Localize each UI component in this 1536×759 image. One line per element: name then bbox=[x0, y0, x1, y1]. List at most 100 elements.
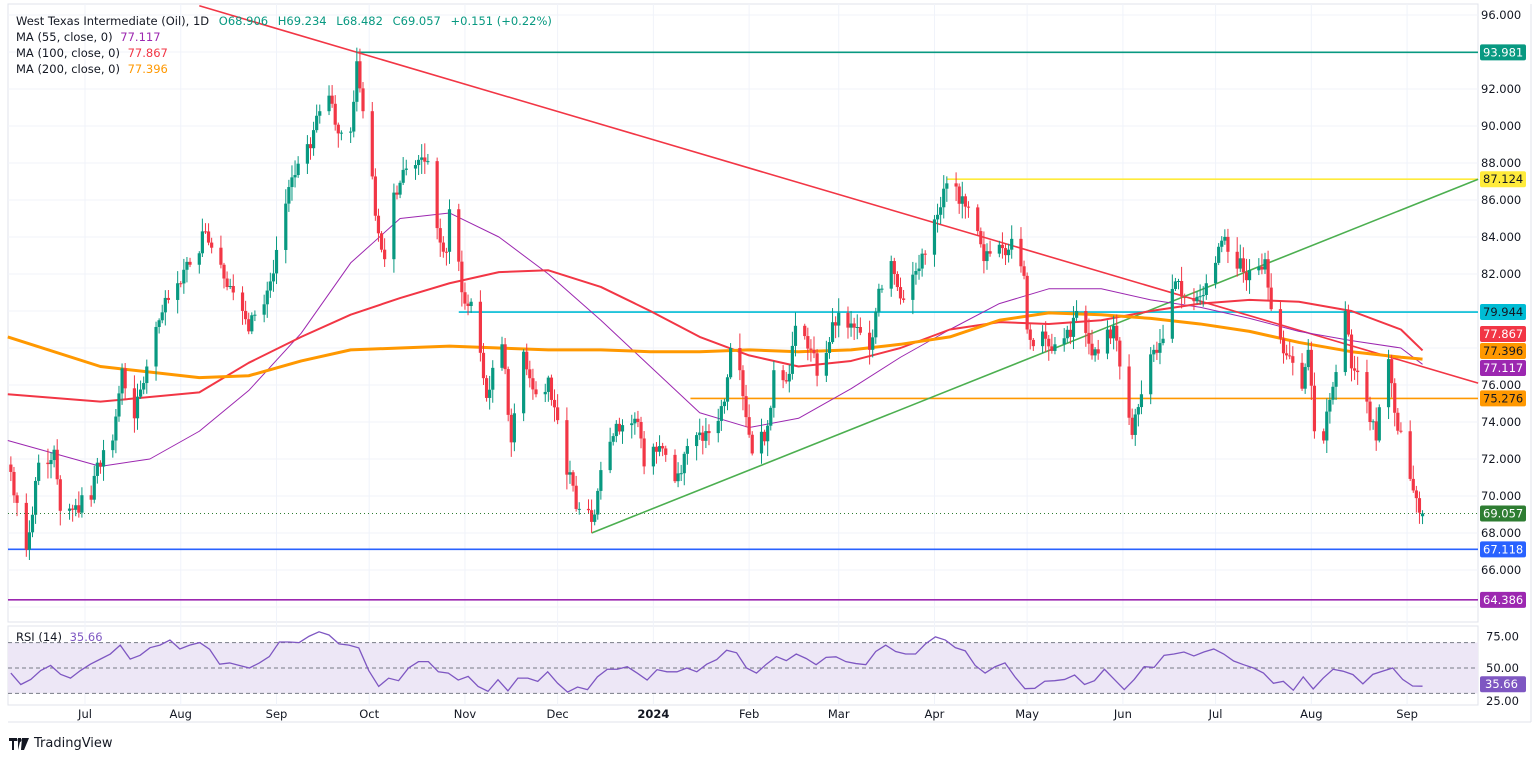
candle bbox=[395, 185, 399, 200]
candle bbox=[435, 157, 439, 240]
candle bbox=[420, 144, 424, 174]
x-tick-label: Aug bbox=[170, 707, 192, 721]
candle bbox=[679, 464, 683, 482]
candle bbox=[639, 416, 643, 449]
ma55-legend[interactable]: MA (55, close, 0) 77.117 bbox=[16, 29, 552, 45]
candle-body bbox=[614, 423, 618, 437]
candle bbox=[834, 316, 838, 339]
y-tick-label: 82.000 bbox=[1481, 267, 1521, 281]
candle bbox=[549, 374, 554, 406]
x-tick-label: Jul bbox=[1208, 707, 1223, 721]
candle-body bbox=[1195, 296, 1199, 302]
candle-body bbox=[481, 352, 486, 379]
candle bbox=[1031, 338, 1035, 351]
candle-body bbox=[1201, 295, 1205, 297]
candle-body bbox=[1408, 431, 1412, 479]
candle bbox=[1071, 306, 1076, 350]
candle bbox=[370, 101, 374, 180]
candle bbox=[790, 331, 794, 380]
candle bbox=[463, 282, 467, 310]
candle-body bbox=[636, 418, 640, 422]
candle-body bbox=[512, 413, 516, 443]
candle-body bbox=[698, 432, 702, 436]
ma100-label: MA (100, close, 0) bbox=[16, 46, 120, 60]
candle-body bbox=[160, 312, 164, 321]
candle-body bbox=[491, 367, 495, 390]
candle-body bbox=[695, 435, 699, 447]
level-label-93.981: 93.981 bbox=[1483, 45, 1523, 59]
ohlc-close: C69.057 bbox=[392, 14, 441, 28]
candle-body bbox=[1108, 329, 1113, 339]
candle bbox=[1420, 510, 1425, 525]
level-label-93.981-bg bbox=[1480, 44, 1526, 61]
candle bbox=[284, 189, 288, 264]
x-tick-label: May bbox=[1015, 707, 1039, 721]
candle bbox=[426, 153, 430, 165]
y-tick-label: 88.000 bbox=[1481, 156, 1521, 170]
candle bbox=[37, 454, 41, 486]
candle bbox=[1217, 243, 1221, 266]
candle bbox=[101, 439, 106, 481]
candle-body bbox=[1130, 417, 1134, 435]
candle bbox=[793, 312, 798, 357]
candle-body bbox=[240, 292, 245, 311]
tradingview-logo[interactable]: TradingView bbox=[9, 736, 113, 751]
ma100-legend[interactable]: MA (100, close, 0) 77.867 bbox=[16, 45, 552, 61]
candle bbox=[901, 289, 906, 303]
candle-body bbox=[37, 462, 41, 481]
candle bbox=[1087, 318, 1091, 355]
candle-body bbox=[729, 348, 733, 378]
candle-body bbox=[917, 268, 921, 272]
candle bbox=[812, 336, 816, 359]
candle bbox=[52, 445, 56, 468]
candle-body bbox=[620, 425, 625, 432]
symbol-row: West Texas Intermediate (Oil), 1D O68.90… bbox=[16, 13, 552, 29]
candle bbox=[179, 281, 183, 288]
candle bbox=[358, 48, 362, 93]
candle-body bbox=[222, 264, 226, 279]
ma-line-MA100 bbox=[7, 269, 1424, 403]
candle bbox=[620, 419, 625, 444]
rsi-legend[interactable]: RSI (14) 35.66 bbox=[16, 630, 103, 644]
candle-body bbox=[1349, 334, 1354, 369]
level-label-67.118: 67.118 bbox=[1483, 542, 1523, 556]
y-tick-label: 96.000 bbox=[1481, 8, 1521, 22]
candle bbox=[120, 363, 124, 405]
candle bbox=[827, 337, 832, 359]
candle-body bbox=[741, 370, 745, 397]
candle bbox=[1010, 225, 1014, 259]
candle-body bbox=[1204, 283, 1208, 296]
candle bbox=[1238, 244, 1242, 272]
candle bbox=[135, 383, 140, 430]
candle bbox=[401, 157, 405, 186]
candle bbox=[1306, 339, 1310, 371]
candle bbox=[274, 236, 279, 285]
candle bbox=[1065, 325, 1069, 343]
candle bbox=[1022, 260, 1026, 280]
candle bbox=[960, 181, 964, 219]
candle bbox=[522, 349, 526, 422]
candle-body bbox=[80, 495, 84, 513]
candle-body bbox=[179, 283, 183, 285]
candle bbox=[336, 122, 340, 148]
candle-body bbox=[188, 261, 192, 265]
candle-body bbox=[77, 505, 81, 513]
candle bbox=[308, 137, 313, 160]
candle-body bbox=[225, 278, 229, 288]
candle-body bbox=[12, 471, 16, 496]
candle bbox=[1266, 250, 1270, 302]
ma200-legend[interactable]: MA (200, close, 0) 77.396 bbox=[16, 61, 552, 77]
candle-body bbox=[762, 431, 767, 442]
candle bbox=[815, 349, 819, 387]
candle bbox=[1068, 321, 1072, 345]
candle-body bbox=[441, 242, 445, 252]
candle-body bbox=[1074, 311, 1079, 318]
candle bbox=[1179, 266, 1184, 309]
level-label-87.124-bg bbox=[1480, 171, 1526, 188]
candle bbox=[1000, 232, 1005, 259]
candle bbox=[1300, 353, 1304, 391]
candle bbox=[203, 223, 208, 234]
candle bbox=[543, 383, 547, 403]
candle bbox=[1303, 363, 1307, 394]
